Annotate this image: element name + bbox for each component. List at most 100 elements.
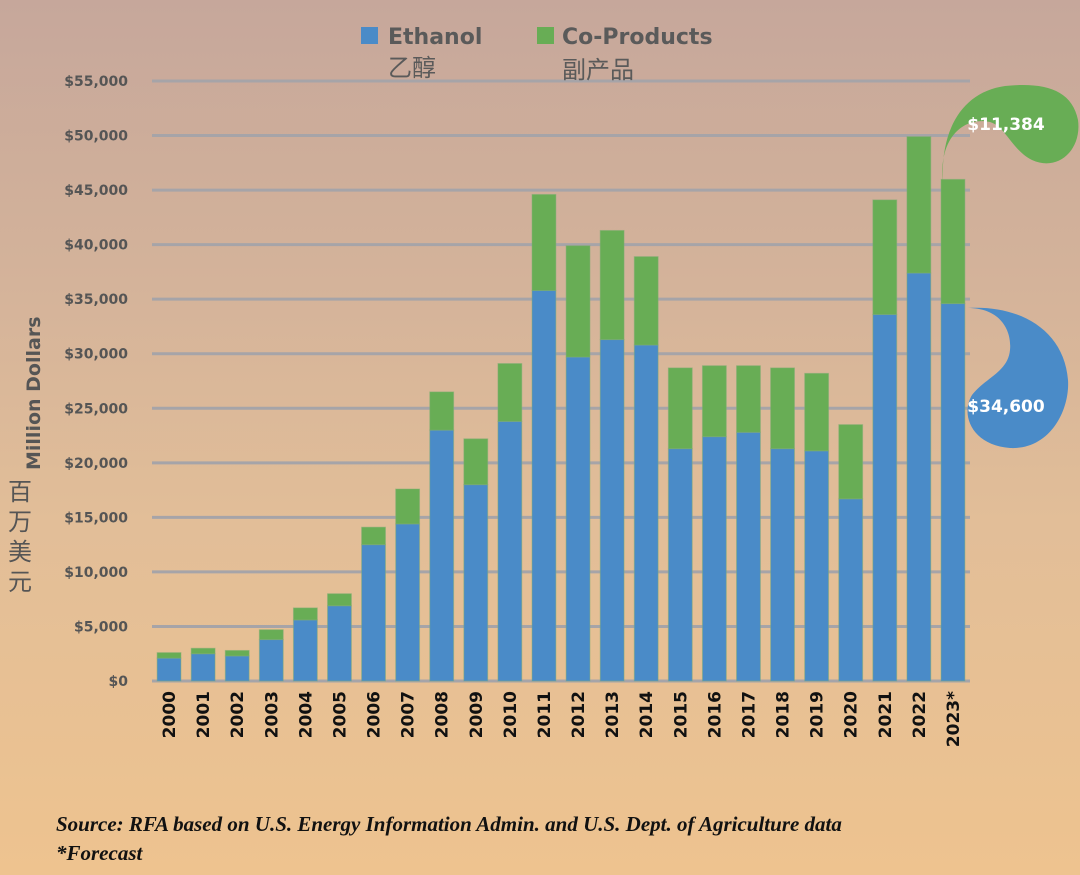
legend-swatch-co-products [537,27,554,44]
x-tick-label: 2007 [399,691,419,738]
bar-ethanol-2005 [327,605,352,682]
bar-ethanol-2007 [395,523,421,682]
x-tick-label: 2012 [569,691,589,738]
footnote: *Forecast [56,841,143,865]
y-tick-label: $50,000 [64,129,128,145]
bar-ethanol-2021 [872,313,898,682]
bar-co-products-2003 [258,629,284,641]
gridlines [152,79,970,683]
y-tick-label: $25,000 [64,401,128,417]
bar-ethanol-2004 [292,619,318,682]
callout-co-products-2023 [942,85,1079,183]
bar-co-products-2023 [940,178,966,305]
callout-co-products-label: $11,384 [967,115,1045,135]
bar-co-products-2022 [906,136,932,274]
bar-ethanol-2012 [565,356,591,682]
bar-ethanol-2019 [804,450,830,682]
bar-co-products-2004 [292,607,318,621]
bar-ethanol-2023 [940,303,966,682]
x-tick-label: 2022 [910,691,930,738]
x-tick-label: 2014 [637,691,657,738]
legend-label-co-products: Co-Products [562,25,713,50]
y-axis-label-zh: 百万美元 [8,478,32,596]
x-tick-label: 2003 [262,691,282,738]
bar-co-products-2008 [429,391,455,431]
bar-co-products-2010 [497,363,523,422]
y-tick-label: $40,000 [64,238,128,254]
y-tick-label: $20,000 [64,456,128,472]
x-tick-label: 2021 [876,691,896,738]
bar-ethanol-2009 [463,484,489,682]
bar-co-products-2021 [872,199,898,315]
bar-co-products-2013 [599,229,625,341]
bar-ethanol-2022 [906,272,932,682]
legend-label-co-products-zh: 副产品 [562,56,634,84]
x-tick-label: 2023* [944,691,964,747]
x-tick-label: 2016 [705,691,725,738]
bar-co-products-2009 [463,438,489,486]
callouts: $11,384 $34,600 [942,85,1079,449]
bar-co-products-2000 [156,652,182,659]
x-tick-label: 2009 [467,691,487,738]
bar-co-products-2012 [565,245,591,358]
y-tick-label: $35,000 [64,292,128,308]
x-tick-label: 2020 [842,691,862,738]
source-note: Source: RFA based on U.S. Energy Informa… [56,812,842,836]
y-axis-label: Million Dollars 百万美元 [8,316,45,596]
x-tick-label: 2010 [501,691,521,738]
y-tick-label: $30,000 [64,347,128,363]
bar-co-products-2018 [770,367,795,450]
x-tick-label: 2019 [808,691,828,738]
bar-co-products-2017 [736,365,761,433]
legend: Ethanol 乙醇 Co-Products 副产品 [361,25,713,84]
bar-ethanol-2015 [667,448,693,682]
y-tick-label: $45,000 [64,183,128,199]
x-tick-label: 2005 [330,691,350,738]
legend-label-ethanol: Ethanol [388,25,482,50]
bar-ethanol-2011 [531,289,557,682]
bar-ethanol-2010 [497,420,523,682]
y-tick-label: $5,000 [74,619,128,635]
bar-ethanol-2003 [258,639,284,682]
y-tick-label: $10,000 [64,565,128,581]
x-tick-label: 2011 [535,691,555,738]
bar-ethanol-2002 [224,655,250,682]
legend-swatch-ethanol [361,27,378,44]
bar-co-products-2015 [667,367,693,450]
bar-ethanol-2001 [190,653,216,682]
x-tick-label: 2000 [160,691,180,738]
x-tick-label: 2013 [603,691,623,738]
callout-ethanol-2023 [967,307,1069,449]
bar-co-products-2001 [190,647,216,655]
bar-ethanol-2018 [770,448,795,682]
x-tick-label: 2006 [365,691,385,738]
x-tick-label: 2015 [671,691,691,738]
bars [156,136,966,682]
x-axis-ticks: 2000 2001 2002 2003 2004 2005 2006 2007 2008 2009… [160,691,964,747]
x-tick-label: 2017 [739,691,759,738]
y-axis-label-en: Million Dollars [23,316,45,470]
bar-co-products-2016 [701,365,727,438]
bar-co-products-2002 [224,649,250,657]
bar-co-products-2020 [838,424,864,500]
x-tick-label: 2002 [228,691,248,738]
bar-ethanol-2000 [156,657,182,682]
bar-ethanol-2013 [599,339,625,682]
x-tick-label: 2018 [774,691,794,738]
bar-co-products-2014 [633,256,659,346]
bar-co-products-2019 [804,372,830,452]
bar-ethanol-2016 [701,436,727,682]
y-tick-label: $15,000 [64,510,128,526]
bar-ethanol-2014 [633,344,659,682]
x-tick-label: 2004 [296,691,316,738]
footer: Source: RFA based on U.S. Energy Informa… [56,810,842,868]
y-axis-ticks: $0 $5,000 $10,000 $15,000 $20,000 $25,000 $30,… [64,74,128,690]
x-tick-label: 2008 [433,691,453,738]
y-tick-label: $0 [109,674,129,690]
bar-ethanol-2006 [361,544,386,682]
bar-co-products-2007 [395,488,421,525]
bar-co-products-2005 [327,593,352,607]
bar-ethanol-2017 [736,431,761,682]
x-tick-label: 2001 [194,691,214,738]
